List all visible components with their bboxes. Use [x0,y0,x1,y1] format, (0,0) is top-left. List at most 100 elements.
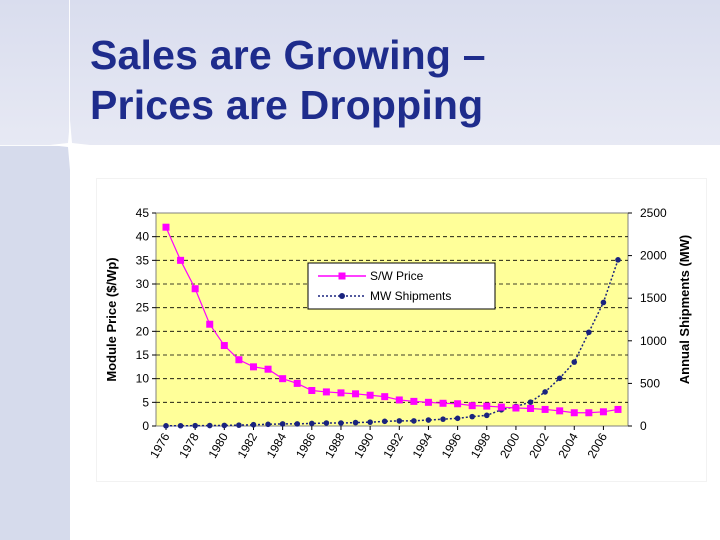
y2-tick-label: 500 [640,376,660,390]
shipments-point [571,359,578,365]
shipments-point [600,299,607,306]
x-tick-label: 1996 [439,430,465,460]
slide-title: Sales are Growing – Prices are Dropping [90,30,486,130]
shipments-point [236,422,242,428]
x-tick-label: 1994 [410,430,436,460]
price-point [454,400,462,408]
x-tick-label: 2002 [526,430,552,460]
vertical-accent-line [69,0,70,145]
y-axis-title: Module Price ($/Wp) [104,257,119,381]
shipments-point [440,416,446,422]
y-tick-label: 45 [136,206,150,220]
x-tick-label: 1986 [293,430,319,460]
price-point [220,342,228,350]
price-point [468,402,476,410]
y-tick-label: 40 [136,230,150,244]
title-line-1: Sales are Growing – [90,32,486,78]
shipments-point [163,423,169,429]
y2-axis-title: Annual Shipments (MW) [677,235,692,385]
left-band [0,145,70,540]
x-tick-label: 1980 [205,430,231,460]
price-point [293,379,301,387]
price-point [206,320,214,328]
x-tick-label: 1984 [264,430,290,460]
price-point [162,223,170,231]
price-point [585,409,593,417]
price-point [410,397,418,405]
y-tick-label: 35 [136,253,150,267]
shipments-point [279,421,286,427]
x-tick-label: 1982 [235,430,261,460]
shipments-point [542,389,548,395]
shipments-point [221,422,228,429]
title-line-2: Prices are Dropping [90,82,484,128]
header-band [0,0,720,145]
shipments-point [586,329,592,336]
shipments-point [206,422,213,429]
shipments-point [411,418,417,424]
y2-tick-label: 2500 [640,206,667,220]
chart-frame: 0 5 10 15 20 25 30 35 40 45 0 500 1000 1500 2000 2500 19… [96,178,707,482]
x-tick-label: 1976 [147,430,173,460]
x-tick-label: 1988 [322,430,348,460]
shipments-point [469,413,475,420]
y2-tick-label: 1000 [640,334,667,348]
price-point [337,389,345,397]
y-tick-label: 30 [136,277,150,291]
y-tick-label: 5 [142,395,149,409]
y-tick-label: 0 [142,419,149,433]
shipments-point [396,418,403,424]
horizontal-accent-line [0,145,720,146]
price-point [599,408,607,416]
shipments-point [177,422,184,429]
price-point [249,363,257,371]
y-tick-label: 15 [136,348,150,362]
shipments-point [556,375,563,382]
x-tick-label: 1990 [351,430,377,460]
price-point [264,365,272,373]
price-point [527,404,535,412]
shipments-point [265,421,271,428]
price-point [497,403,505,411]
shipments-point [367,419,373,425]
price-point [614,405,622,413]
price-point [570,409,578,417]
y-tick-label: 25 [136,301,150,315]
legend-shipments-label: MW Shipments [370,289,451,303]
shipments-point [381,418,388,425]
y2-tick-label: 2000 [640,249,667,263]
price-point [322,388,330,396]
y2-tick-label: 0 [640,419,647,433]
legend-price-marker [338,272,346,280]
y2-tick-label: 1500 [640,291,667,305]
shipments-point [352,419,359,426]
shipments-point [323,420,330,426]
y-tick-label: 20 [136,324,150,338]
price-point [279,375,287,383]
price-point [424,398,432,406]
shipments-point [338,420,344,426]
y-tick-label: 10 [136,372,150,386]
x-tick-label: 2000 [497,430,523,460]
x-tick-label: 1978 [176,430,202,460]
x-tick-label: 1998 [468,430,494,460]
price-shipments-chart: 0 5 10 15 20 25 30 35 40 45 0 500 1000 1500 2000 2500 19… [104,206,692,461]
shipments-point [527,399,534,405]
price-point [512,404,520,412]
price-point [235,356,243,364]
legend-box [307,262,496,310]
shipments-point [250,421,257,428]
price-point [366,391,374,399]
price-point [352,390,360,398]
price-point [483,402,491,410]
price-point [177,256,185,264]
price-point [395,396,403,404]
x-tick-label: 2006 [585,430,611,460]
plot-area [155,212,629,427]
price-point [541,405,549,413]
price-point [308,387,316,394]
shipments-line [165,259,619,427]
sparkle-icon [50,120,90,170]
shipments-point [454,415,461,422]
price-point [439,399,447,407]
